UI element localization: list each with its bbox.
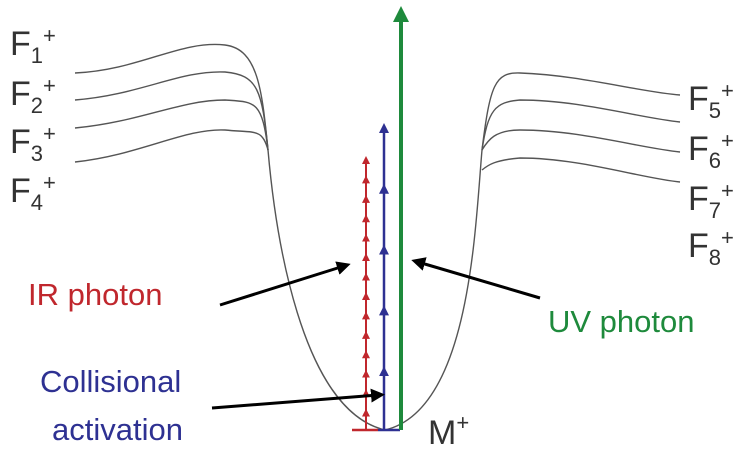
fragment-label-f7: F7+ [688,178,734,223]
fragment-label-f8: F8+ [688,225,734,270]
collisional-activation-label-line2: activation [52,412,183,447]
curve-f2-f6 [74,71,269,151]
ir-photon-pointer-arrow [219,261,351,307]
ir-photon-label: IR photon [28,277,162,312]
fragment-label-f5: F5+ [688,78,734,123]
fragment-label-f6: F6+ [688,128,734,173]
fragment-label-f2: F2+ [10,73,56,118]
precursor-ion-label: M+ [428,410,469,450]
curve-f3-f7 [74,99,269,151]
right-fragment-labels: F5+ F6+ F7+ F8+ [688,78,734,270]
curve-f8-right [481,157,681,183]
collisional-pointer-arrow [211,388,385,410]
curve-f6-right [481,99,681,151]
fragment-label-f3: F3+ [10,121,56,166]
uv-photon-pointer-arrow [411,257,541,300]
uv-photon-label: UV photon [548,304,695,339]
left-fragment-labels: F1+ F2+ F3+ F4+ [10,23,56,215]
curve-f7-right [481,129,681,153]
fragment-label-f1: F1+ [10,23,56,68]
collisional-activation-label-line1: Collisional [40,364,181,399]
curve-f4-f8 [74,129,269,163]
fragment-label-f4: F4+ [10,170,56,215]
